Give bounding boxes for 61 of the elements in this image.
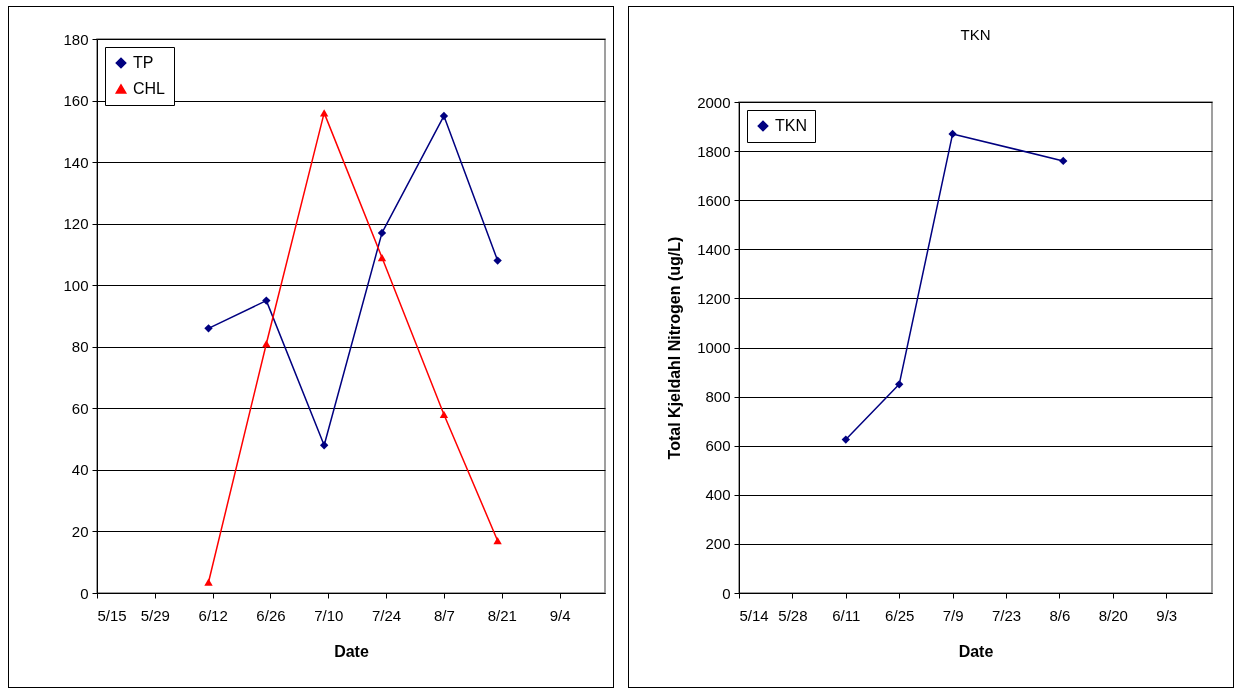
x-tick-label: 7/9 xyxy=(942,606,964,624)
y-tick-label: 2000 xyxy=(697,93,731,111)
x-tick-label: 6/26 xyxy=(256,606,286,624)
y-tick-label: 1200 xyxy=(697,289,731,307)
point xyxy=(319,441,329,450)
point xyxy=(262,340,271,348)
point xyxy=(1059,156,1068,166)
x-axis-title: Date xyxy=(334,642,369,660)
x-axis-title: Date xyxy=(958,642,994,660)
x-tick-label: 8/21 xyxy=(487,606,517,624)
x-tick-label: 5/14 xyxy=(739,606,769,624)
x-tick-label: 8/6 xyxy=(1049,606,1071,624)
y-tick-label: 80 xyxy=(71,338,89,356)
point xyxy=(377,253,387,262)
legend-label: CHL xyxy=(133,80,166,97)
y-tick-label: 20 xyxy=(71,522,89,540)
y-tick-label: 400 xyxy=(705,486,731,504)
y-tick-label: 100 xyxy=(63,276,89,294)
x-tick-label: 8/20 xyxy=(1098,606,1128,624)
point xyxy=(895,380,904,389)
point xyxy=(439,111,449,121)
x-tick-label: 5/28 xyxy=(778,606,808,624)
point xyxy=(439,410,449,419)
x-tick-label: 9/3 xyxy=(1156,606,1178,624)
y-tick-label: 160 xyxy=(63,92,89,110)
point xyxy=(948,129,957,139)
y-tick-label: 200 xyxy=(705,535,731,553)
point xyxy=(262,296,271,305)
y-tick-label: 0 xyxy=(722,584,731,602)
x-tick-label: 7/23 xyxy=(991,606,1022,624)
point xyxy=(493,537,502,545)
y-tick-label: 1600 xyxy=(697,191,731,209)
y-tick-label: 1400 xyxy=(697,240,731,258)
chart-title: TKN xyxy=(960,26,991,43)
y-tick-label: 40 xyxy=(71,461,89,479)
legend-label: TP xyxy=(133,54,154,71)
x-tick-label: 5/15 xyxy=(97,606,127,624)
x-tick-label: 6/11 xyxy=(832,606,861,624)
point xyxy=(841,435,850,444)
y-tick-label: 140 xyxy=(63,153,89,171)
point xyxy=(204,324,213,333)
y-tick-label: 60 xyxy=(71,399,89,417)
y-tick-label: 180 xyxy=(63,30,89,48)
y-tick-label: 1000 xyxy=(697,339,731,356)
x-tick-label: 5/29 xyxy=(140,606,170,624)
x-tick-label: 8/7 xyxy=(434,606,455,624)
point xyxy=(204,578,213,586)
y-tick-label: 0 xyxy=(80,584,89,602)
y-axis-title: Total Kjeldahl Nitrogen (ug/L) xyxy=(666,236,684,460)
x-tick-label: 6/12 xyxy=(198,606,228,624)
y-tick-label: 1800 xyxy=(697,142,731,160)
y-tick-label: 800 xyxy=(705,388,731,406)
x-tick-label: 9/4 xyxy=(549,606,571,624)
legend-label: TKN xyxy=(775,117,807,134)
y-tick-label: 600 xyxy=(705,437,731,455)
x-tick-label: 6/25 xyxy=(885,606,915,624)
x-tick-label: 7/10 xyxy=(314,606,344,624)
y-tick-label: 120 xyxy=(63,215,89,233)
point xyxy=(377,228,387,238)
point xyxy=(493,256,502,265)
x-tick-label: 7/24 xyxy=(372,606,402,624)
